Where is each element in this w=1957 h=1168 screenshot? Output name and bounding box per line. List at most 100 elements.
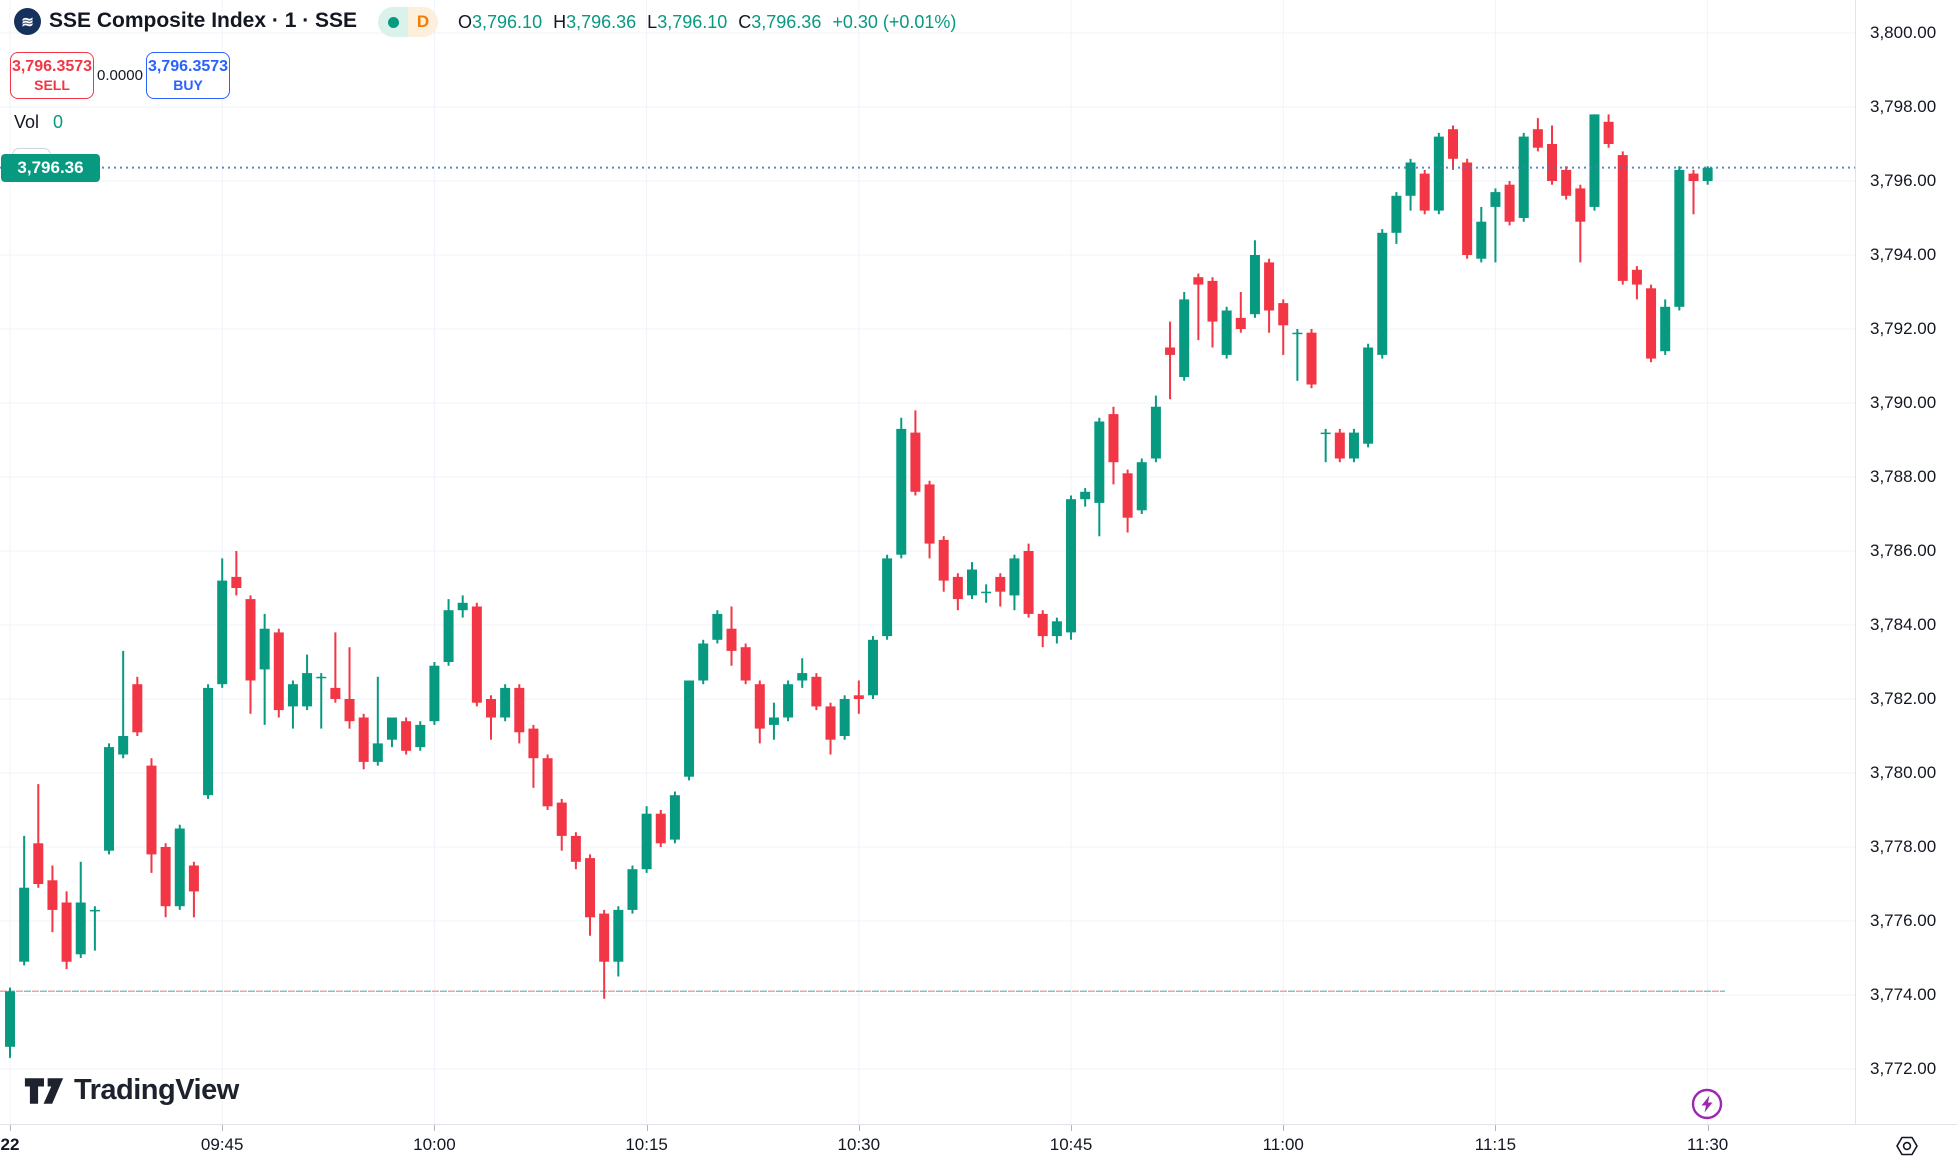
time-axis-tick: [434, 1125, 436, 1131]
symbol-title[interactable]: SSE Composite Index · 1 · SSE: [49, 9, 358, 32]
candle-10:27: [811, 673, 822, 711]
candle-09:49: [273, 628, 284, 718]
time-axis-tick: [1283, 1125, 1285, 1131]
candle-11:06: [1363, 343, 1374, 448]
candle-10:21: [726, 606, 737, 666]
candle-09:34: [61, 891, 72, 970]
candle-10:52: [1165, 321, 1176, 400]
candle-09:45: [217, 558, 228, 688]
time-axis-label: 11:00: [1262, 1135, 1304, 1154]
price-axis-label: 3,774.00: [1870, 985, 1937, 1004]
candle-11:01: [1292, 329, 1303, 381]
ohlc-row: O3,796.10 H3,796.36 L3,796.10 C3,796.36 …: [458, 12, 956, 33]
interval-d-badge: D: [408, 7, 438, 37]
time-axis-label: 10:45: [1049, 1135, 1093, 1154]
candle-11:18: [1532, 118, 1543, 152]
volume-label: Vol: [14, 112, 40, 132]
time-axis-tick: [10, 1125, 11, 1131]
time-axis-label: 10:30: [837, 1135, 881, 1154]
price-axis-label: 3,796.00: [1870, 171, 1937, 190]
volume-value: 0: [53, 112, 64, 132]
candle-10:26: [797, 658, 808, 688]
candle-11:19: [1547, 125, 1558, 185]
candle-10:50: [1136, 458, 1147, 514]
volume-row: Vol 0: [14, 112, 63, 133]
candle-09:46: [231, 551, 242, 596]
candle-11:03: [1320, 428, 1331, 463]
buy-button[interactable]: 3,796.3573 BUY: [146, 52, 230, 99]
candle-09:36: [89, 906, 100, 951]
candle-10:18: [684, 680, 695, 781]
candle-10:59: [1264, 258, 1275, 333]
price-axis-label: 3,790.00: [1870, 393, 1937, 412]
candle-11:09: [1405, 158, 1416, 211]
boost-button[interactable]: [1690, 1087, 1724, 1121]
price-axis-label: 3,778.00: [1870, 837, 1937, 856]
candle-09:38: [118, 650, 129, 759]
candle-11:00: [1278, 299, 1289, 355]
candle-10:03: [471, 602, 482, 707]
ohlc-change: +0.30 (+0.01%): [832, 12, 957, 32]
price-axis[interactable]: 3,800.00 3,798.00 3,796.00 3,794.00 3,792.00…: [1855, 0, 1957, 1124]
symbol-logo-glyph: ≋: [21, 13, 34, 31]
candle-09:41: [160, 843, 171, 918]
candle-10:57: [1235, 292, 1246, 333]
price-axis-label: 3,800.00: [1870, 23, 1937, 42]
candle-11:20: [1561, 166, 1572, 200]
candle-09:33: [47, 865, 58, 933]
candle-09:35: [75, 861, 86, 958]
candle-10:14: [627, 865, 638, 914]
candle-09:51: [302, 654, 313, 711]
time-axis-tick: [1707, 1125, 1709, 1131]
candle-10:28: [825, 702, 836, 755]
candle-11:23: [1603, 114, 1614, 148]
price-axis-label: 3,780.00: [1870, 763, 1937, 782]
candle-09:32: [33, 784, 44, 888]
candle-11:11: [1433, 132, 1444, 215]
candle-10:43: [1037, 610, 1048, 648]
market-status-pill[interactable]: D: [378, 7, 438, 37]
candle-10:56: [1221, 306, 1232, 359]
time-axis-tick: [646, 1125, 648, 1131]
ohlc-close: C3,796.36: [738, 12, 822, 32]
time-axis[interactable]: 22 09:45 10:00 10:15 10:30 10:45 11:00 11:15 11:…: [0, 1124, 1957, 1168]
time-axis-label: 22: [0, 1135, 20, 1154]
candle-10:42: [1023, 543, 1034, 618]
time-axis-tick: [1495, 1125, 1497, 1131]
candle-11:28: [1674, 166, 1685, 311]
candle-10:33: [896, 417, 907, 559]
chart-canvas[interactable]: [0, 0, 1855, 1124]
candle-10:15: [641, 806, 652, 873]
candle-10:12: [599, 909, 610, 999]
candle-11:07: [1377, 229, 1388, 359]
tradingview-mark-icon: [24, 1077, 64, 1104]
candle-10:08: [542, 754, 553, 810]
candle-10:31: [867, 636, 878, 699]
candle-11:29: [1688, 169, 1699, 215]
candle-10:39: [981, 584, 992, 603]
candle-10:07: [528, 724, 539, 788]
candle-11:17: [1518, 132, 1529, 222]
candle-10:29: [839, 695, 850, 740]
price-axis-label: 3,794.00: [1870, 245, 1937, 264]
candle-11:30: [1702, 166, 1713, 185]
time-axis-tick: [1071, 1125, 1073, 1131]
candle-09:42: [174, 824, 185, 910]
time-axis-label: 11:30: [1686, 1135, 1729, 1154]
candle-09:31: [19, 835, 30, 966]
candle-10:19: [698, 639, 709, 685]
time-axis-settings-button[interactable]: [1894, 1133, 1920, 1159]
price-axis-label: 3,792.00: [1870, 319, 1937, 338]
tradingview-logo[interactable]: TradingView: [24, 1074, 239, 1107]
candle-11:25: [1631, 266, 1642, 300]
candle-11:21: [1575, 184, 1586, 263]
candle-10:38: [966, 562, 977, 600]
candle-10:41: [1009, 554, 1020, 611]
candle-09:30: [5, 987, 15, 1058]
candle-09:55: [358, 713, 369, 770]
candle-11:14: [1476, 206, 1487, 263]
sell-button[interactable]: 3,796.3573 SELL: [10, 52, 94, 99]
sell-price: 3,796.3573: [11, 58, 93, 76]
symbol-logo-icon[interactable]: ≋: [14, 8, 41, 35]
candle-10:04: [485, 695, 496, 740]
